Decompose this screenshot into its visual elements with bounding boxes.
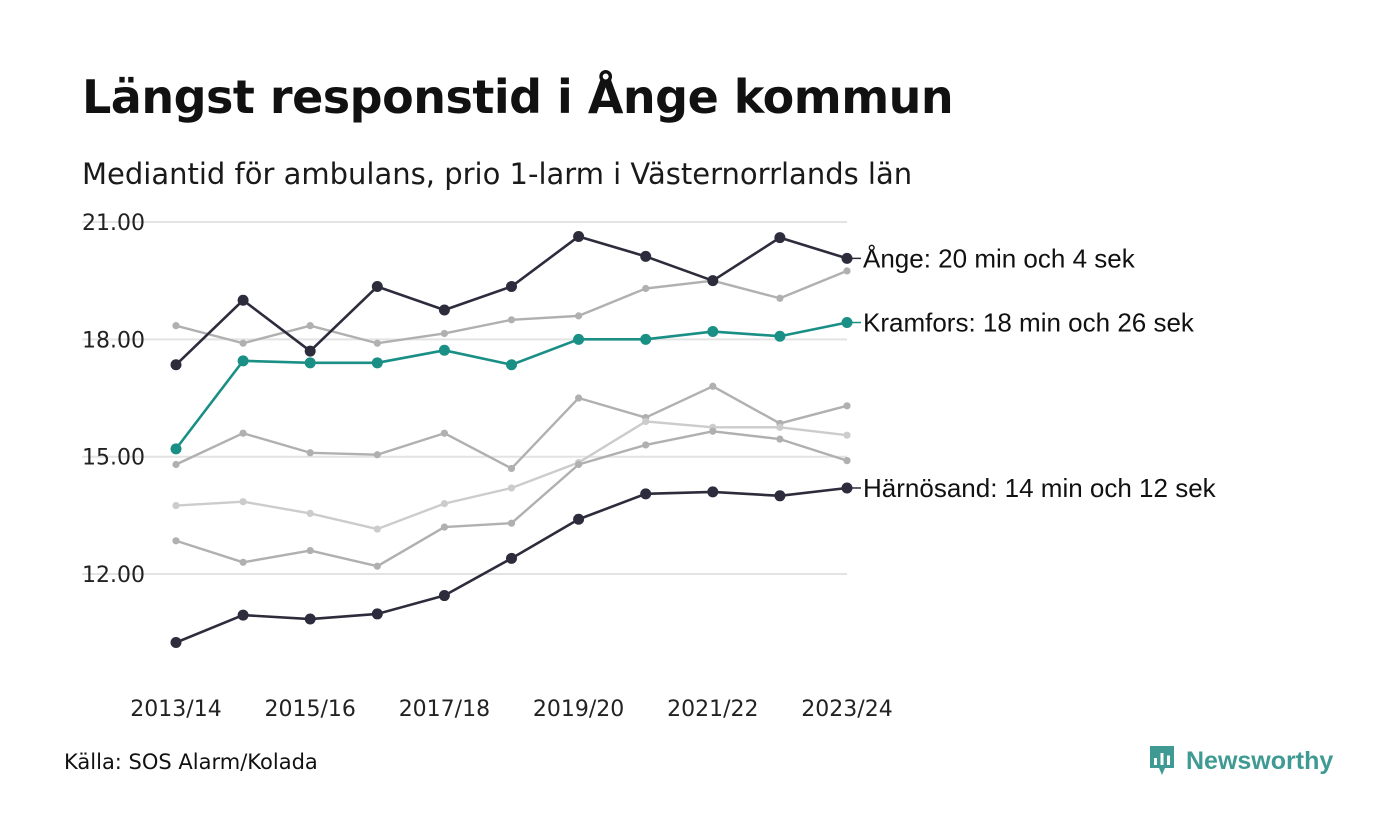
data-point-other bbox=[373, 525, 381, 533]
source-note: Källa: SOS Alarm/Kolada bbox=[64, 750, 318, 774]
data-point-kramfors bbox=[371, 357, 383, 369]
chart-subtitle: Mediantid för ambulans, prio 1-larm i Vä… bbox=[82, 157, 913, 191]
data-point-other bbox=[306, 322, 314, 330]
data-point-other bbox=[507, 464, 516, 473]
data-point-other bbox=[306, 546, 314, 555]
chart-title: Längst responstid i Ånge kommun bbox=[82, 70, 954, 124]
data-point-h-rn-sand bbox=[573, 513, 585, 525]
data-point-other bbox=[507, 316, 516, 324]
x-tick-label: 2023/24 bbox=[801, 697, 892, 722]
x-tick-label: 2019/20 bbox=[533, 697, 624, 722]
data-point-h-rn-sand bbox=[506, 552, 517, 564]
data-point--nge bbox=[573, 230, 585, 242]
series-line--nge bbox=[175, 235, 848, 366]
y-tick-label: 12.00 bbox=[82, 563, 145, 588]
data-point-other bbox=[776, 294, 784, 302]
series-label--nge: Ånge: 20 min och 4 sek bbox=[863, 243, 1136, 273]
data-point-other bbox=[373, 562, 381, 570]
data-point-other bbox=[172, 537, 180, 545]
data-point-other bbox=[776, 423, 784, 431]
data-point-h-rn-sand bbox=[640, 488, 652, 500]
data-point-other bbox=[440, 329, 448, 338]
series-label-kramfors: Kramfors: 18 min och 26 sek bbox=[863, 308, 1195, 338]
data-point-other bbox=[642, 284, 650, 293]
data-point-other bbox=[507, 484, 516, 492]
data-point-other bbox=[172, 501, 180, 510]
data-point-other bbox=[306, 449, 314, 457]
data-point-kramfors bbox=[170, 443, 182, 455]
data-point-h-rn-sand bbox=[707, 486, 719, 498]
data-point-other bbox=[776, 435, 784, 443]
data-point-kramfors bbox=[237, 355, 249, 367]
data-point-other bbox=[373, 339, 381, 347]
x-tick-label: 2021/22 bbox=[667, 697, 758, 722]
brand-logo[interactable]: Newsworthy bbox=[1148, 744, 1333, 778]
data-point-other bbox=[843, 457, 851, 465]
data-point--nge bbox=[774, 232, 786, 244]
data-point-other bbox=[843, 267, 851, 275]
data-point-h-rn-sand bbox=[304, 613, 316, 625]
data-point--nge bbox=[707, 275, 719, 287]
data-point--nge bbox=[170, 359, 182, 371]
data-point-other bbox=[239, 558, 247, 566]
y-tick-label: 15.00 bbox=[82, 446, 145, 471]
data-point-other bbox=[440, 523, 448, 531]
data-point-h-rn-sand bbox=[371, 608, 383, 620]
data-point-other bbox=[575, 460, 583, 469]
data-point-other bbox=[507, 519, 516, 527]
y-tick-label: 21.00 bbox=[82, 211, 145, 236]
data-point-other bbox=[440, 429, 448, 437]
data-point--nge bbox=[304, 345, 316, 357]
data-point-other bbox=[239, 498, 247, 506]
data-point-other bbox=[575, 394, 583, 402]
data-point--nge bbox=[237, 294, 249, 306]
x-tick-label: 2015/16 bbox=[264, 697, 355, 722]
x-tick-label: 2017/18 bbox=[399, 697, 490, 722]
series-line-other bbox=[175, 420, 848, 531]
data-point-kramfors bbox=[707, 326, 719, 338]
data-point-other bbox=[642, 417, 650, 426]
newsworthy-logo-icon bbox=[1150, 746, 1174, 775]
data-point-other bbox=[373, 451, 381, 459]
data-point-other bbox=[440, 500, 448, 508]
data-point-kramfors bbox=[506, 359, 517, 371]
data-point-other bbox=[642, 441, 650, 449]
data-point--nge bbox=[506, 281, 517, 293]
series-line-h-rn-sand bbox=[175, 486, 848, 644]
series-label-h-rn-sand: Härnösand: 14 min och 12 sek bbox=[863, 473, 1217, 503]
data-point--nge bbox=[640, 250, 652, 262]
data-point-other bbox=[843, 402, 851, 410]
data-point-kramfors bbox=[438, 344, 450, 356]
data-point-kramfors bbox=[573, 333, 585, 345]
x-tick-label: 2013/14 bbox=[130, 697, 221, 722]
data-point-other bbox=[239, 429, 247, 437]
data-point-other bbox=[306, 509, 314, 518]
data-point-other bbox=[709, 382, 717, 390]
series-line-kramfors bbox=[174, 321, 848, 450]
data-point-h-rn-sand bbox=[438, 590, 450, 602]
data-point-other bbox=[575, 312, 583, 320]
data-point-h-rn-sand bbox=[170, 636, 182, 648]
data-point-other bbox=[172, 460, 180, 469]
data-point-h-rn-sand bbox=[237, 609, 249, 621]
data-point-other bbox=[843, 431, 851, 439]
data-point-kramfors bbox=[774, 330, 786, 342]
data-point-kramfors bbox=[304, 357, 316, 369]
y-tick-label: 18.00 bbox=[82, 328, 145, 353]
data-point--nge bbox=[371, 281, 383, 293]
data-point-h-rn-sand bbox=[774, 490, 786, 502]
data-point-other bbox=[709, 427, 717, 435]
data-point-other bbox=[239, 339, 247, 347]
data-point--nge bbox=[438, 304, 450, 316]
brand-name: Newsworthy bbox=[1186, 746, 1334, 775]
series-line-other bbox=[175, 430, 848, 568]
data-point-kramfors bbox=[640, 333, 652, 345]
data-point-other bbox=[172, 322, 180, 330]
